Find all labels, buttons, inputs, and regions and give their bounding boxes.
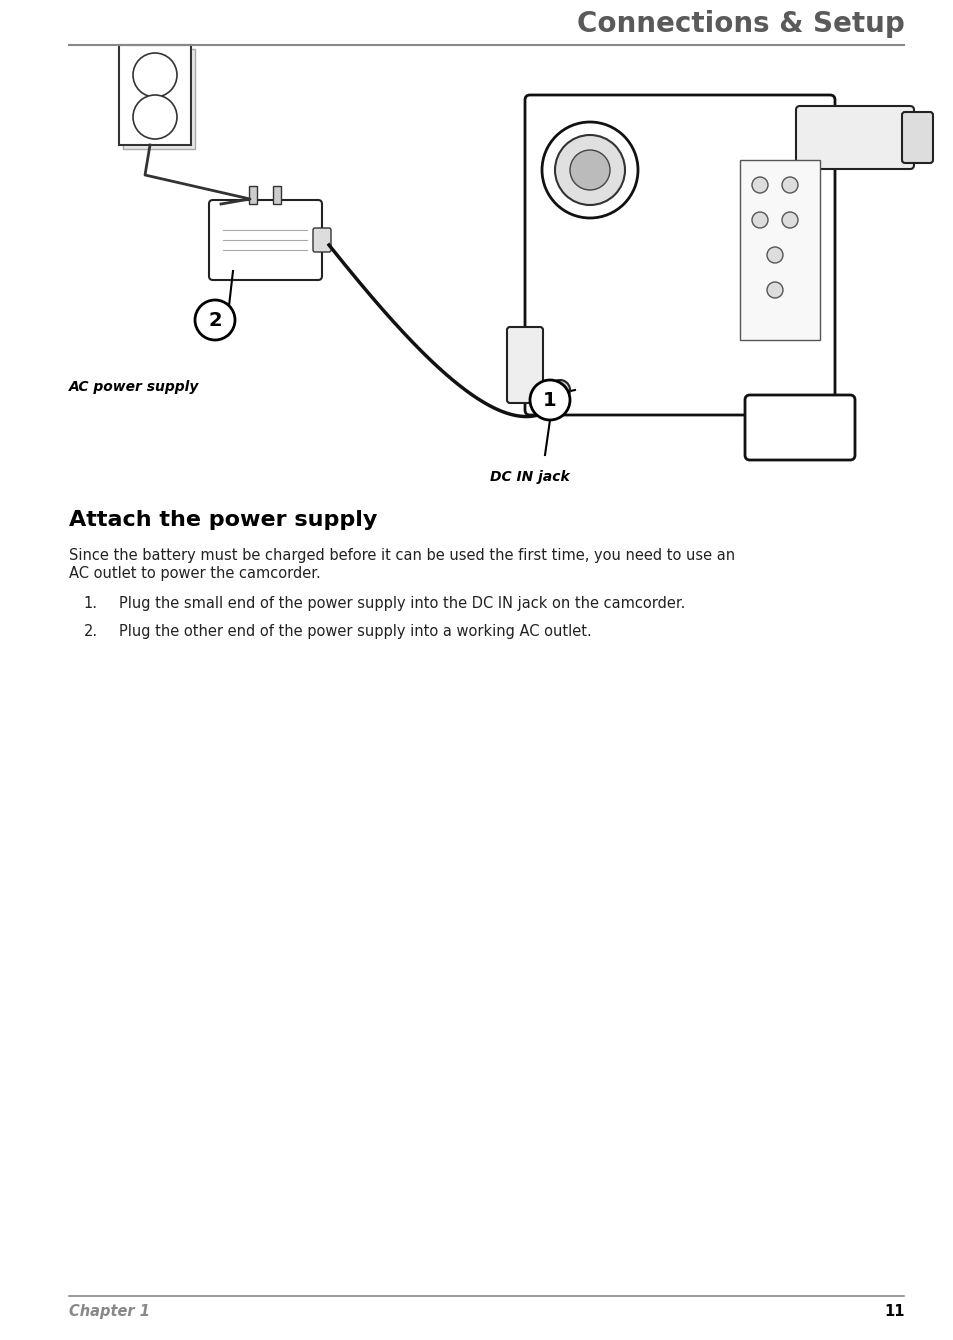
FancyBboxPatch shape [744, 395, 854, 460]
Text: 2: 2 [208, 311, 222, 330]
FancyBboxPatch shape [506, 327, 542, 403]
Ellipse shape [143, 64, 151, 80]
Bar [249, 186, 256, 204]
Text: Attach the power supply: Attach the power supply [69, 511, 376, 531]
Text: Since the battery must be charged before it can be used the first time, you need: Since the battery must be charged before… [69, 548, 734, 563]
Text: Chapter 1: Chapter 1 [69, 1304, 150, 1319]
Circle shape [781, 177, 797, 193]
Circle shape [530, 381, 569, 419]
Ellipse shape [159, 64, 167, 80]
Circle shape [152, 92, 158, 99]
Text: AC power supply: AC power supply [69, 381, 199, 394]
Text: Plug the small end of the power supply into the DC IN jack on the camcorder.: Plug the small end of the power supply i… [118, 596, 684, 611]
Bar [740, 159, 820, 340]
Bar [273, 186, 281, 204]
Circle shape [555, 135, 624, 205]
FancyBboxPatch shape [795, 106, 913, 169]
Circle shape [751, 177, 767, 193]
Circle shape [132, 95, 177, 139]
FancyBboxPatch shape [313, 228, 331, 252]
Text: AC outlet to power the camcorder.: AC outlet to power the camcorder. [69, 565, 320, 582]
FancyBboxPatch shape [524, 95, 834, 415]
Circle shape [766, 247, 782, 263]
Circle shape [781, 212, 797, 228]
Text: 2.: 2. [84, 624, 98, 639]
Circle shape [194, 300, 234, 340]
FancyBboxPatch shape [209, 200, 322, 280]
Text: DC IN jack: DC IN jack [490, 470, 569, 484]
Text: 11: 11 [883, 1304, 903, 1319]
Text: Connections & Setup: Connections & Setup [576, 9, 903, 38]
Text: 1: 1 [542, 390, 557, 410]
Bar [123, 50, 194, 149]
Text: 1.: 1. [84, 596, 97, 611]
Bar [119, 46, 191, 145]
Circle shape [550, 381, 569, 401]
Ellipse shape [159, 106, 167, 122]
Circle shape [751, 212, 767, 228]
Text: Plug the other end of the power supply into a working AC outlet.: Plug the other end of the power supply i… [118, 624, 591, 639]
Ellipse shape [143, 106, 151, 122]
Circle shape [569, 150, 609, 190]
Circle shape [541, 122, 638, 218]
FancyBboxPatch shape [901, 113, 932, 163]
Circle shape [132, 54, 177, 96]
Circle shape [766, 281, 782, 297]
